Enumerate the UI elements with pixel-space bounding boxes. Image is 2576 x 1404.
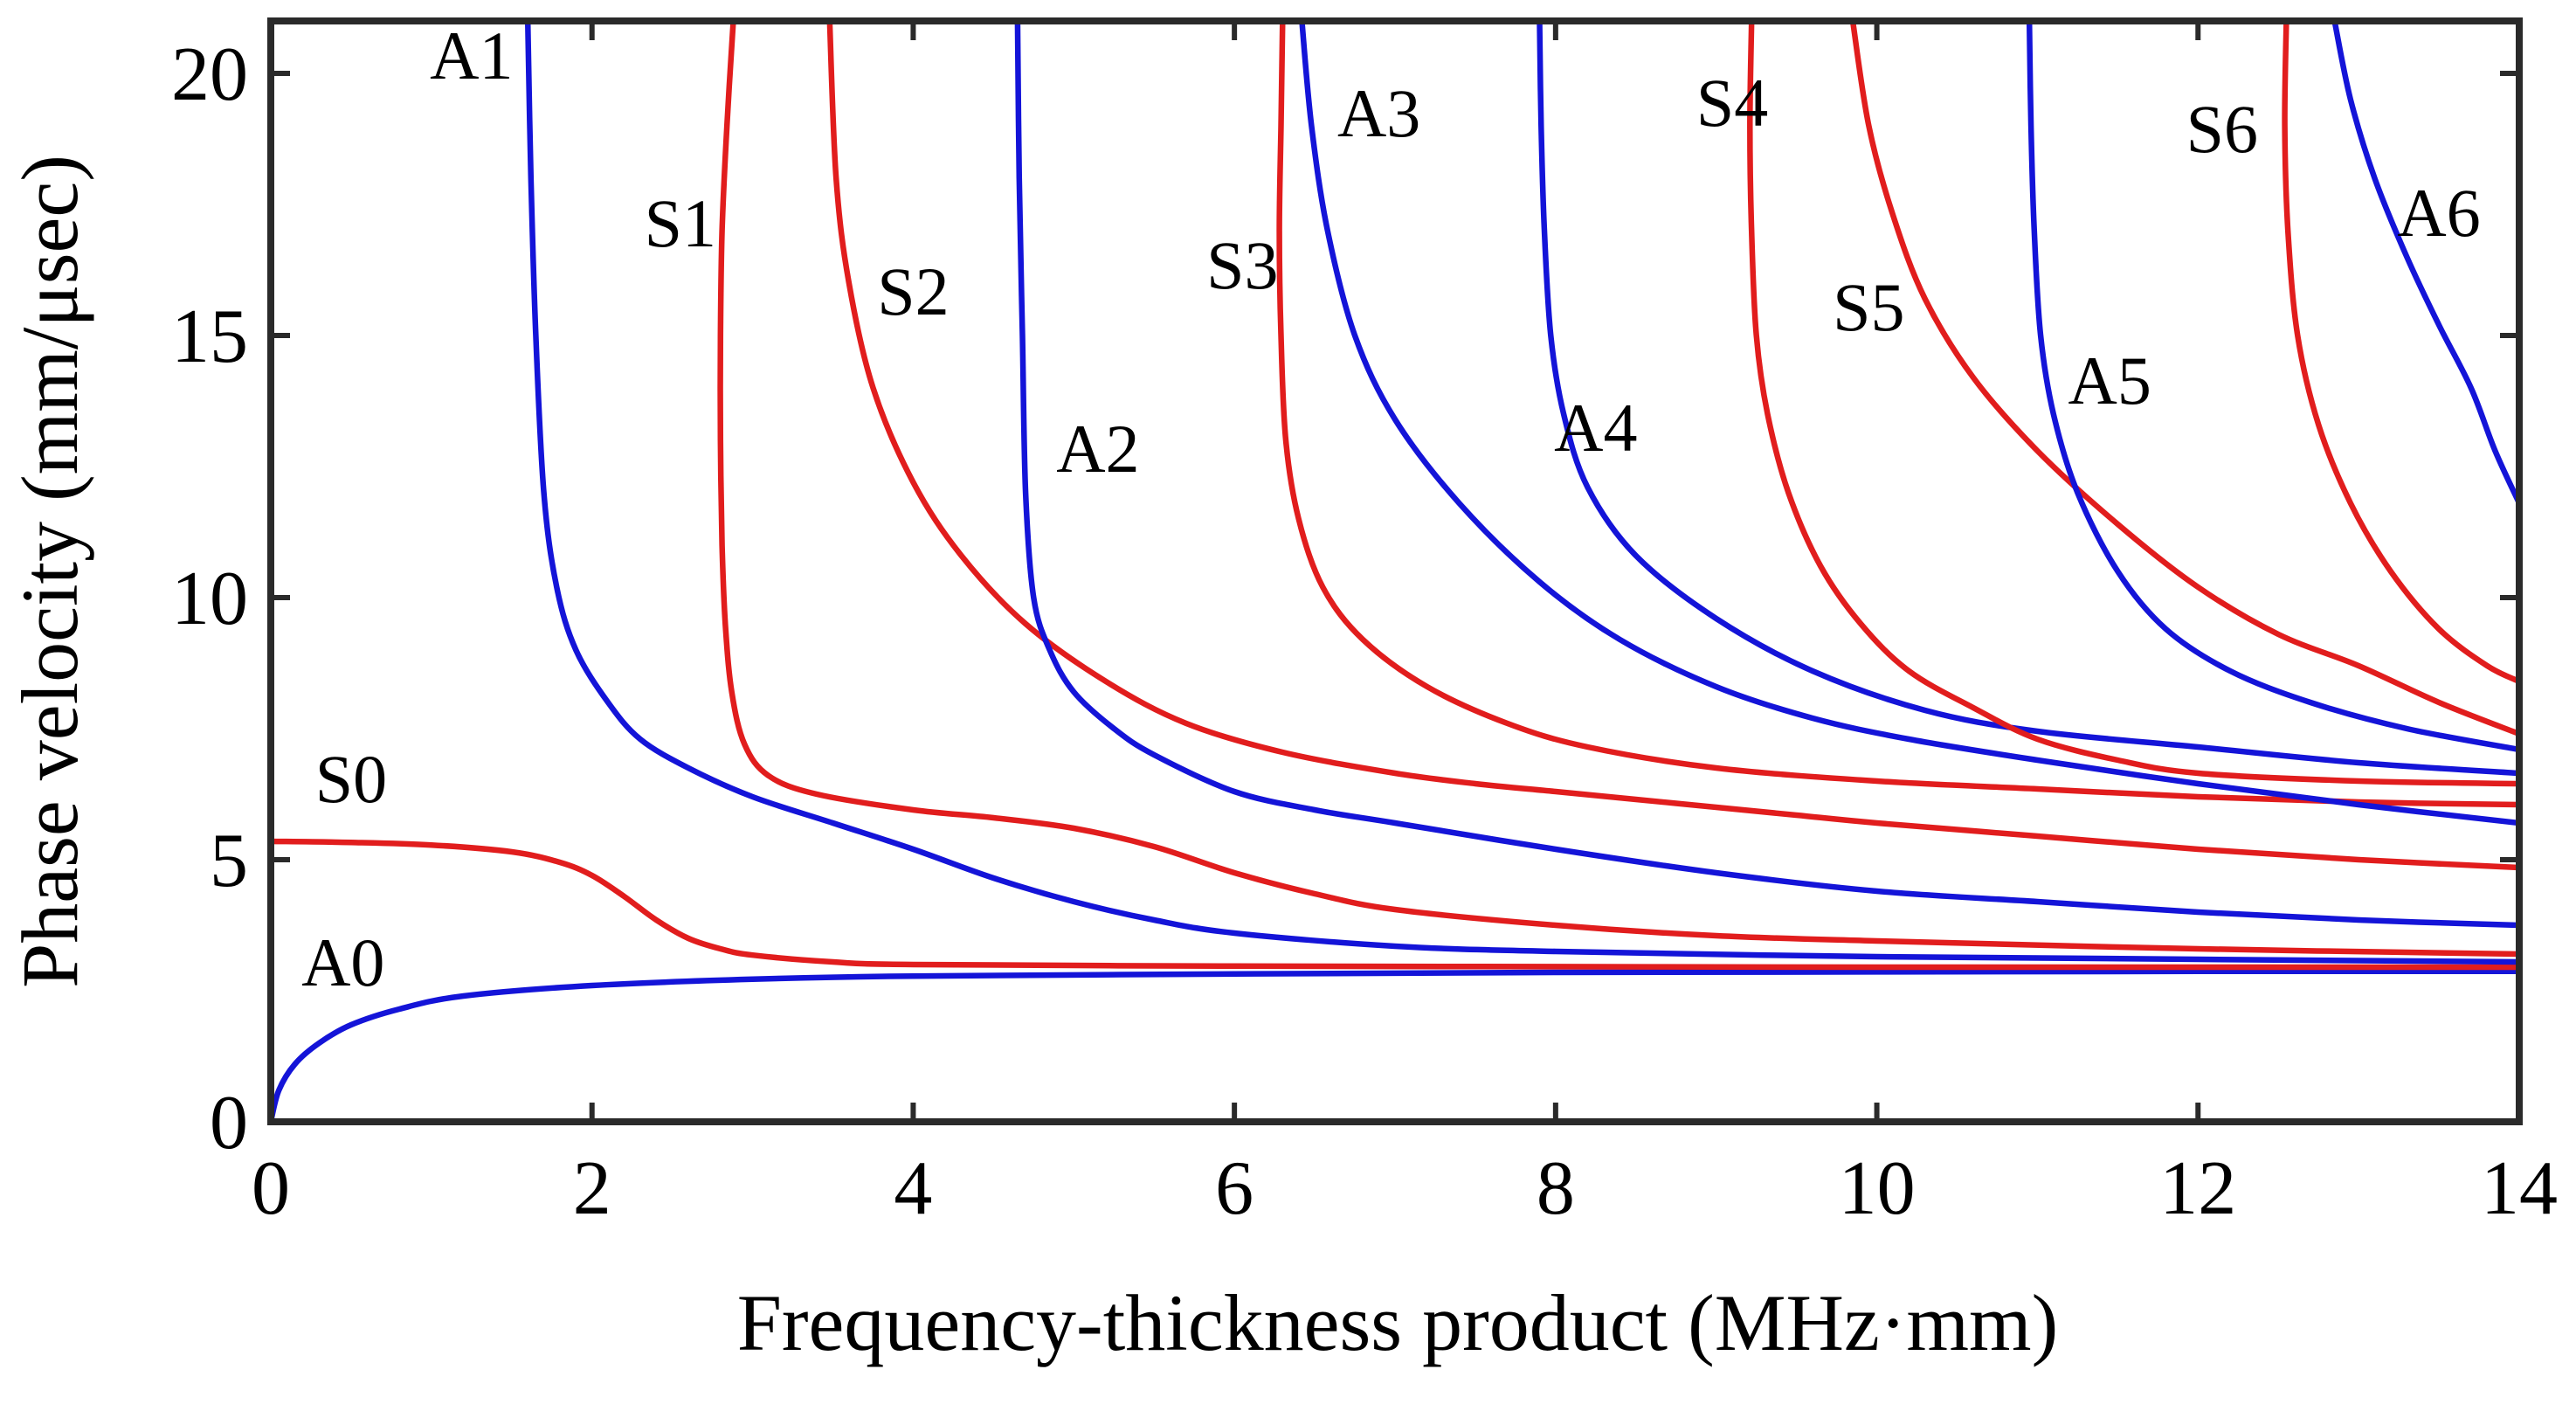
series-label-a3: A3 — [1337, 75, 1420, 151]
series-line-s4 — [1747, 21, 2519, 787]
x-tick-label: 2 — [573, 1146, 611, 1231]
series-label-s1: S1 — [645, 185, 716, 261]
x-tick-label: 8 — [1537, 1146, 1575, 1231]
series-label-s3: S3 — [1206, 227, 1278, 303]
series-layer — [271, 21, 2519, 1122]
series-label-a4: A4 — [1554, 390, 1637, 466]
y-tick-label: 15 — [171, 294, 248, 379]
x-tick-label: 14 — [2481, 1146, 2558, 1231]
series-label-s6: S6 — [2186, 91, 2258, 167]
series-line-a6 — [2331, 21, 2519, 507]
x-tick-label: 0 — [252, 1146, 290, 1231]
y-tick-label: 20 — [171, 32, 248, 117]
series-label-a1: A1 — [430, 17, 513, 93]
series-line-a2 — [1014, 21, 2519, 929]
x-tick-label: 4 — [894, 1146, 932, 1231]
x-tick-label: 10 — [1839, 1146, 1916, 1231]
series-label-s5: S5 — [1833, 269, 1904, 345]
series-label-a6: A6 — [2397, 175, 2480, 251]
series-line-s0 — [271, 838, 2519, 971]
y-tick-label: 5 — [210, 819, 248, 903]
series-label-a5: A5 — [2068, 342, 2151, 418]
plot-frame — [267, 17, 2523, 1125]
x-axis-title: Frequency-thickness product (MHz·mm) — [737, 1278, 2058, 1367]
series-label-a2: A2 — [1056, 411, 1139, 487]
series-line-s5 — [1849, 21, 2519, 737]
y-tick-label: 10 — [171, 557, 248, 641]
series-line-a5 — [2026, 21, 2519, 753]
series-line-a0 — [271, 968, 2519, 1122]
series-line-a1 — [524, 21, 2519, 965]
x-tick-label: 12 — [2159, 1146, 2236, 1231]
series-line-s1 — [717, 21, 2519, 958]
series-line-s2 — [826, 21, 2519, 871]
series-label-a0: A0 — [301, 924, 384, 1000]
series-label-s0: S0 — [315, 741, 387, 817]
series-label-s2: S2 — [877, 253, 949, 329]
series-line-s3 — [1276, 21, 2519, 808]
series-label-s4: S4 — [1696, 65, 1768, 141]
series-line-s6 — [2282, 21, 2519, 685]
series-line-a4 — [1537, 21, 2519, 777]
y-tick-label: 0 — [210, 1081, 248, 1165]
x-tick-label: 6 — [1215, 1146, 1253, 1231]
mode-labels: A0 S0 A1 S1 S2 A2 S3 A3 A4 S4 S5 A5 S6 A6 — [301, 17, 2481, 1000]
y-axis-title: Phase velocity (mm/μsec) — [5, 155, 94, 988]
tick-labels: 0 2 4 6 8 10 12 14 0 5 10 15 20 — [171, 32, 2558, 1231]
series-line-a3 — [1299, 21, 2519, 826]
